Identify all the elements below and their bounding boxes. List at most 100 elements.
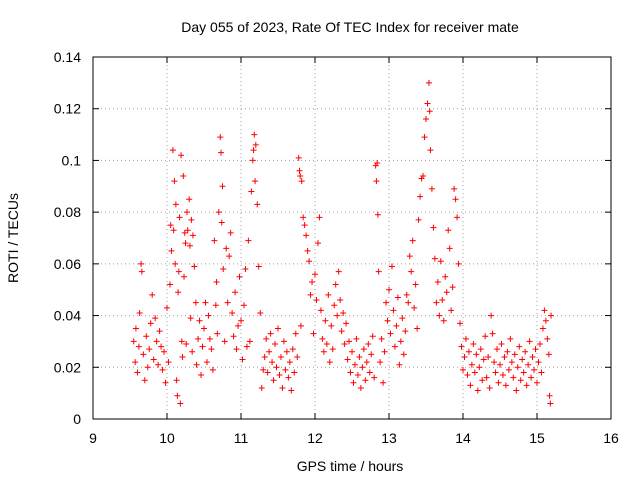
data-point	[374, 211, 381, 218]
data-point	[189, 348, 196, 355]
y-tick-label: 0.08	[54, 204, 81, 220]
data-point	[289, 346, 296, 353]
chart-title: Day 055 of 2023, Rate Of TEC Index for r…	[181, 19, 519, 35]
data-point	[138, 268, 145, 275]
data-point	[387, 330, 394, 337]
data-point	[440, 317, 447, 324]
data-point	[513, 387, 520, 394]
data-point	[467, 382, 474, 389]
data-point	[421, 134, 428, 141]
data-point	[208, 346, 215, 353]
data-point	[492, 369, 499, 376]
data-point	[486, 384, 493, 391]
y-tick-label: 0.14	[54, 49, 81, 65]
data-point	[215, 209, 222, 216]
data-point	[156, 328, 163, 335]
data-point	[243, 343, 250, 350]
data-point	[220, 266, 227, 273]
data-point	[224, 299, 231, 306]
data-point	[381, 348, 388, 355]
data-point	[417, 193, 424, 200]
data-point	[542, 317, 549, 324]
data-point	[309, 278, 316, 285]
data-point	[172, 260, 179, 267]
data-point	[257, 309, 264, 316]
data-point	[522, 348, 529, 355]
data-point	[350, 379, 357, 386]
data-point	[455, 260, 462, 267]
data-point	[482, 333, 489, 340]
data-point	[226, 253, 233, 260]
data-point	[192, 299, 199, 306]
data-point	[483, 374, 490, 381]
data-point	[332, 281, 339, 288]
data-point	[254, 201, 261, 208]
data-point	[149, 291, 156, 298]
data-point	[146, 346, 153, 353]
data-point	[548, 312, 555, 319]
data-point	[430, 224, 437, 231]
y-tick-label: 0.12	[54, 101, 81, 117]
data-point	[406, 253, 413, 260]
x-tick-label: 13	[381, 430, 397, 446]
data-point	[135, 343, 142, 350]
data-point	[182, 240, 189, 247]
data-point	[331, 302, 338, 309]
data-point	[264, 369, 271, 376]
data-point	[239, 356, 246, 363]
data-point	[248, 188, 255, 195]
data-point	[516, 343, 523, 350]
data-point	[539, 325, 546, 332]
data-point	[393, 322, 400, 329]
data-point	[424, 100, 431, 107]
data-point	[426, 108, 433, 115]
data-point	[175, 268, 182, 275]
data-point	[164, 304, 170, 311]
data-point	[374, 160, 381, 167]
data-point	[363, 359, 370, 366]
data-point	[326, 359, 333, 366]
data-point	[232, 289, 239, 296]
data-point	[541, 307, 548, 314]
data-point	[520, 369, 527, 376]
data-point	[497, 361, 503, 368]
data-point	[436, 312, 443, 319]
data-point	[502, 382, 509, 389]
data-point	[263, 335, 270, 342]
data-point	[277, 353, 284, 360]
data-point	[329, 346, 336, 353]
data-point	[178, 338, 185, 345]
data-point	[252, 178, 259, 185]
y-axis-label: ROTI / TECUs	[5, 193, 21, 283]
data-point	[399, 315, 406, 322]
data-points	[130, 79, 555, 407]
data-point	[337, 297, 344, 304]
data-point	[371, 374, 378, 381]
data-point	[313, 297, 320, 304]
data-point	[183, 209, 190, 216]
data-point	[317, 307, 324, 314]
data-point	[169, 147, 176, 154]
data-point	[199, 343, 206, 350]
data-point	[270, 377, 277, 384]
data-point	[279, 384, 286, 391]
data-point	[526, 338, 533, 345]
data-point	[451, 185, 458, 192]
data-point	[335, 268, 342, 275]
data-point	[170, 227, 177, 234]
data-point	[396, 361, 403, 368]
data-point	[405, 299, 412, 306]
data-point	[491, 359, 498, 366]
x-tick-label: 9	[89, 430, 97, 446]
data-point	[214, 330, 221, 337]
data-point	[245, 237, 252, 244]
data-point	[464, 372, 471, 379]
data-point	[283, 348, 290, 355]
data-point	[525, 361, 532, 368]
data-point	[161, 348, 168, 355]
data-point	[378, 335, 385, 342]
data-point	[316, 214, 323, 221]
data-point	[535, 359, 542, 366]
data-point	[255, 263, 262, 270]
data-point	[165, 359, 172, 366]
